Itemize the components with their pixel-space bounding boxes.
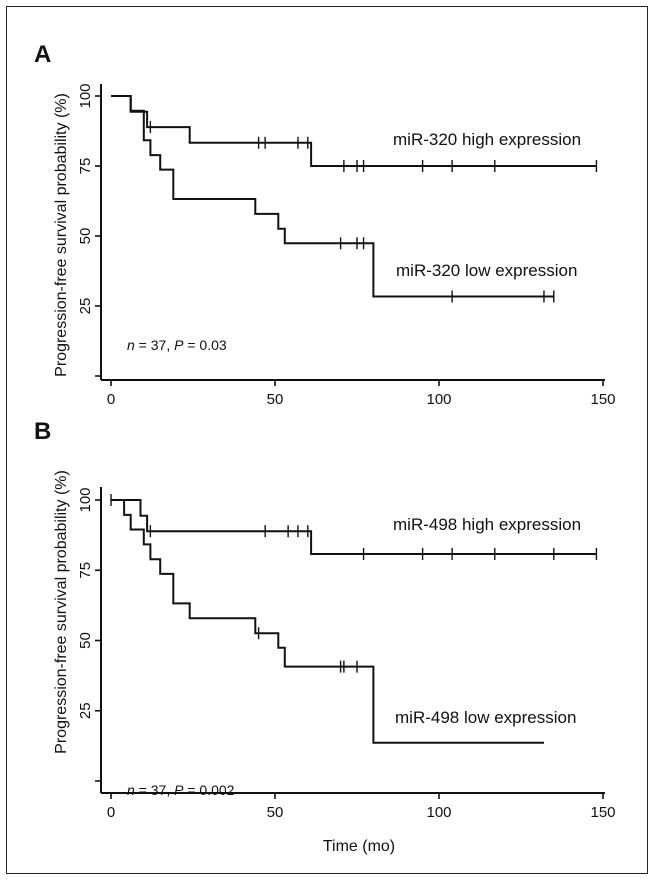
x-tick-label: 0 <box>107 804 115 821</box>
y-tick-label: 25 <box>77 702 94 719</box>
panel-a-ylabel: Progression-free survival probability (%… <box>53 93 70 377</box>
y-tick-label: 50 <box>77 632 94 649</box>
x-tick-label: 50 <box>267 804 284 821</box>
panel-a-letter: A <box>34 41 51 68</box>
series-label-mir498-low: miR-498 low expression <box>395 708 576 727</box>
survival-curve-low <box>111 95 554 298</box>
series-label-mir320-low: miR-320 low expression <box>396 261 577 280</box>
panel-b-annotation: n = 37, P = 0.002 <box>127 782 235 798</box>
panel-a-plot: 25 50 75 100 0 50 100 150 <box>77 83 616 408</box>
x-tick-label: 100 <box>426 804 451 821</box>
panel-b-letter: B <box>34 418 51 445</box>
x-tick-label: 50 <box>267 391 284 408</box>
panel-b-ylabel: Progression-free survival probability (%… <box>53 470 70 754</box>
series-label-mir498-high: miR-498 high expression <box>393 515 581 534</box>
x-tick-label: 150 <box>590 391 615 408</box>
panel-a-annotation: n = 37, P = 0.03 <box>127 337 227 353</box>
x-tick-label: 150 <box>590 804 615 821</box>
x-tick-label: 0 <box>107 391 115 408</box>
panel-a: A Progression-free survival probability … <box>34 41 616 408</box>
panel-b: B Progression-free survival probability … <box>34 418 616 855</box>
figure-frame <box>6 6 648 874</box>
y-tick-label: 25 <box>77 298 94 315</box>
panel-b-xlabel: Time (mo) <box>323 838 395 855</box>
y-tick-label: 75 <box>77 158 94 175</box>
y-tick-label: 100 <box>77 487 94 512</box>
survival-curve-low <box>111 499 544 744</box>
panel-b-plot: 25 50 75 100 0 50 100 150 <box>77 487 616 821</box>
y-tick-label: 75 <box>77 562 94 579</box>
series-label-mir320-high: miR-320 high expression <box>393 130 581 149</box>
y-tick-label: 50 <box>77 228 94 245</box>
survival-curve-high <box>111 499 597 555</box>
x-tick-label: 100 <box>426 391 451 408</box>
y-tick-label: 100 <box>77 83 94 108</box>
